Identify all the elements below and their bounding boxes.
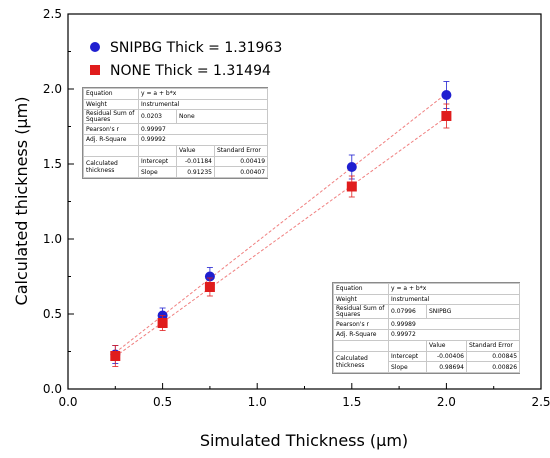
cell: Adj. R-Square xyxy=(83,134,139,146)
cell: 0.00407 xyxy=(213,166,269,178)
x-tick-label: 0.5 xyxy=(153,395,172,409)
legend-marker-none xyxy=(90,65,100,75)
cell: Instrumental xyxy=(137,98,269,111)
cell: SNIPBG xyxy=(425,304,521,320)
y-tick-label: 2.0 xyxy=(43,82,62,96)
cell: Value xyxy=(426,339,467,352)
data-point xyxy=(157,318,168,328)
data-point xyxy=(441,90,452,100)
cell: 0.00845 xyxy=(465,350,521,363)
cell: None xyxy=(175,109,269,125)
x-tick-label: 1.5 xyxy=(342,395,361,409)
cell: Equation xyxy=(83,88,139,100)
cell: 0.98694 xyxy=(426,361,467,373)
y-tick-label: 1.0 xyxy=(43,232,62,246)
cell: -0.00406 xyxy=(426,350,467,363)
cell: Slope xyxy=(138,166,177,178)
cell: Intercept xyxy=(138,155,177,168)
y-tick-label: 0.0 xyxy=(43,382,62,396)
cell: Instrumental xyxy=(387,293,521,306)
cell: 0.99972 xyxy=(387,329,521,341)
cell: 0.00419 xyxy=(213,155,269,168)
cell: 0.07996 xyxy=(388,304,427,320)
cell: Calculated thickness xyxy=(333,350,389,374)
y-tick-label: 2.5 xyxy=(43,7,62,21)
cell: Weight xyxy=(333,293,389,306)
data-point xyxy=(110,351,121,361)
cell: Slope xyxy=(388,361,427,373)
cell: Residual Sum of Squares xyxy=(83,109,139,125)
cell: Pearson's r xyxy=(333,318,389,331)
data-point xyxy=(441,111,452,121)
fit-table-none: Equation y = a + b*x Weight Instrumental R… xyxy=(82,87,269,179)
data-point xyxy=(204,282,215,292)
cell: Adj. R-Square xyxy=(333,329,389,341)
cell xyxy=(333,339,389,352)
cell: Calculated thickness xyxy=(83,155,139,179)
data-point xyxy=(204,271,215,282)
cell: 0.99997 xyxy=(137,123,269,136)
y-tick-label: 0.5 xyxy=(43,307,62,321)
fit-line-0 xyxy=(114,93,447,353)
legend-label-snipbg: SNIPBG Thick = 1.31963 xyxy=(110,40,282,56)
cell: Standard Error xyxy=(465,339,521,352)
cell xyxy=(388,339,427,352)
cell: y = a + b*x xyxy=(387,283,521,295)
cell: -0.01184 xyxy=(176,155,215,168)
fit-line-1 xyxy=(115,116,447,357)
cell: Standard Error xyxy=(213,144,269,157)
cell: 0.91235 xyxy=(176,166,215,178)
x-tick-label: 2.5 xyxy=(531,395,550,409)
legend-marker-snipbg xyxy=(90,42,100,52)
cell: y = a + b*x xyxy=(137,88,269,100)
cell: 0.99992 xyxy=(137,134,269,146)
legend-label-none: NONE Thick = 1.31494 xyxy=(110,63,271,79)
cell xyxy=(83,144,139,157)
cell: 0.00826 xyxy=(465,361,521,373)
x-tick-label: 2.0 xyxy=(437,395,456,409)
cell: Weight xyxy=(83,98,139,111)
legend: SNIPBG Thick = 1.31963 NONE Thick = 1.31… xyxy=(90,40,282,79)
cell: Pearson's r xyxy=(83,123,139,136)
cell: Value xyxy=(176,144,215,157)
x-axis-label: Simulated Thickness (µm) xyxy=(200,431,408,450)
x-tick-label: 0.0 xyxy=(58,395,77,409)
data-point xyxy=(346,181,357,192)
x-tick-label: 1.0 xyxy=(248,395,267,409)
fit-table-snipbg: Equation y = a + b*x Weight Instrumental R… xyxy=(332,282,521,374)
cell: 0.0203 xyxy=(138,109,177,125)
cell xyxy=(138,144,177,157)
cell: Intercept xyxy=(388,350,427,363)
y-tick-label: 1.5 xyxy=(43,157,62,171)
data-point xyxy=(346,162,357,172)
y-axis-label: Calculated thickness (µm) xyxy=(12,97,31,306)
cell: Residual Sum of Squares xyxy=(333,304,389,320)
cell: Equation xyxy=(333,283,389,295)
cell: 0.99989 xyxy=(387,318,521,331)
